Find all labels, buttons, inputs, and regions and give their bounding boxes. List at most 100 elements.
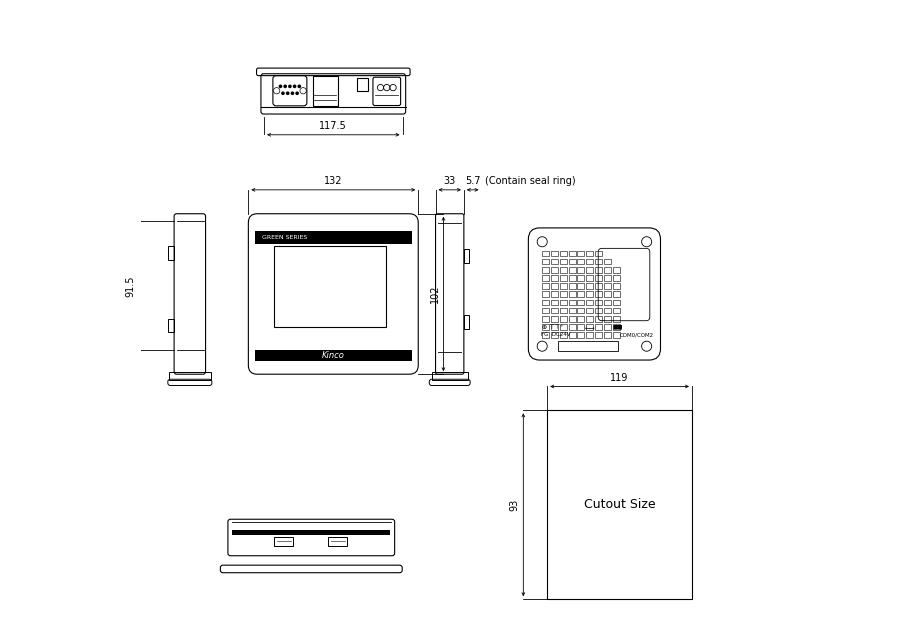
Bar — [568, 267, 575, 272]
Bar — [542, 258, 548, 264]
Bar — [542, 291, 548, 297]
Bar — [577, 308, 584, 313]
Bar — [586, 250, 592, 256]
Bar — [577, 283, 584, 289]
Bar — [550, 308, 558, 313]
Bar — [612, 308, 619, 313]
Bar — [550, 283, 558, 289]
Bar — [577, 275, 584, 281]
Bar — [586, 291, 592, 297]
Bar — [594, 300, 601, 305]
Bar — [328, 537, 347, 546]
Bar — [232, 530, 390, 535]
Bar — [542, 308, 548, 313]
Bar — [612, 291, 619, 297]
Bar — [547, 410, 691, 599]
Circle shape — [281, 92, 284, 94]
Bar — [550, 316, 558, 322]
Bar — [594, 250, 601, 256]
Bar — [603, 316, 610, 322]
Bar — [550, 267, 558, 272]
Bar — [594, 316, 601, 322]
Bar — [542, 283, 548, 289]
Text: Cutout Size: Cutout Size — [583, 498, 655, 511]
Text: COM0/COM2: COM0/COM2 — [619, 332, 653, 337]
Bar — [577, 258, 584, 264]
Bar — [603, 300, 610, 305]
Bar — [559, 324, 566, 330]
Bar — [594, 332, 601, 338]
Bar — [594, 267, 601, 272]
Bar — [568, 258, 575, 264]
Bar — [559, 308, 566, 313]
Bar — [568, 324, 575, 330]
Bar — [542, 332, 548, 338]
Bar — [542, 267, 548, 272]
Bar — [612, 275, 619, 281]
Bar — [542, 316, 548, 322]
Bar — [586, 275, 592, 281]
Bar — [550, 332, 558, 338]
Bar — [612, 267, 619, 272]
Bar — [586, 258, 592, 264]
Text: 93: 93 — [509, 499, 519, 511]
Circle shape — [283, 85, 286, 87]
Circle shape — [289, 85, 291, 87]
Bar — [356, 78, 367, 92]
Text: 5.7: 5.7 — [465, 176, 480, 186]
Bar — [568, 308, 575, 313]
Bar — [568, 332, 575, 338]
Bar — [612, 332, 619, 338]
Bar — [568, 291, 575, 297]
Bar — [559, 283, 566, 289]
Bar — [559, 300, 566, 305]
Bar — [586, 308, 592, 313]
Text: 102: 102 — [429, 285, 439, 303]
Text: GREEN SERIES: GREEN SERIES — [261, 235, 307, 240]
Bar — [594, 291, 601, 297]
Bar — [603, 258, 610, 264]
Circle shape — [296, 92, 298, 94]
Text: 117.5: 117.5 — [319, 121, 347, 131]
Text: ⊕ ⊤⊤⁺: ⊕ ⊤⊤⁺ — [542, 325, 563, 330]
Bar — [577, 267, 584, 272]
Bar — [463, 315, 468, 329]
Text: ■■: ■■ — [611, 325, 622, 330]
Circle shape — [298, 85, 300, 87]
Bar — [586, 267, 592, 272]
Bar — [559, 291, 566, 297]
Text: 33: 33 — [443, 176, 456, 186]
Bar — [612, 283, 619, 289]
Bar — [463, 249, 468, 263]
Circle shape — [286, 92, 289, 94]
Bar — [558, 341, 618, 351]
Bar — [274, 537, 292, 546]
Bar — [559, 332, 566, 338]
Bar — [542, 275, 548, 281]
Text: ←→: ←→ — [584, 325, 595, 330]
Bar — [568, 250, 575, 256]
Bar — [577, 250, 584, 256]
Bar — [559, 267, 566, 272]
Bar — [603, 283, 610, 289]
Bar — [577, 324, 584, 330]
Text: 119: 119 — [609, 373, 628, 383]
Bar — [603, 332, 610, 338]
Bar — [254, 349, 412, 361]
Bar — [550, 324, 558, 330]
Circle shape — [293, 85, 295, 87]
Bar — [594, 283, 601, 289]
Bar — [586, 324, 592, 330]
Bar — [559, 250, 566, 256]
Circle shape — [291, 92, 293, 94]
Bar — [550, 250, 558, 256]
Circle shape — [279, 85, 281, 87]
Text: Kinco: Kinco — [322, 351, 344, 360]
Bar — [254, 231, 412, 244]
Bar — [542, 250, 548, 256]
Bar — [586, 316, 592, 322]
Bar — [550, 300, 558, 305]
Bar — [594, 324, 601, 330]
Bar — [550, 291, 558, 297]
Bar — [577, 332, 584, 338]
